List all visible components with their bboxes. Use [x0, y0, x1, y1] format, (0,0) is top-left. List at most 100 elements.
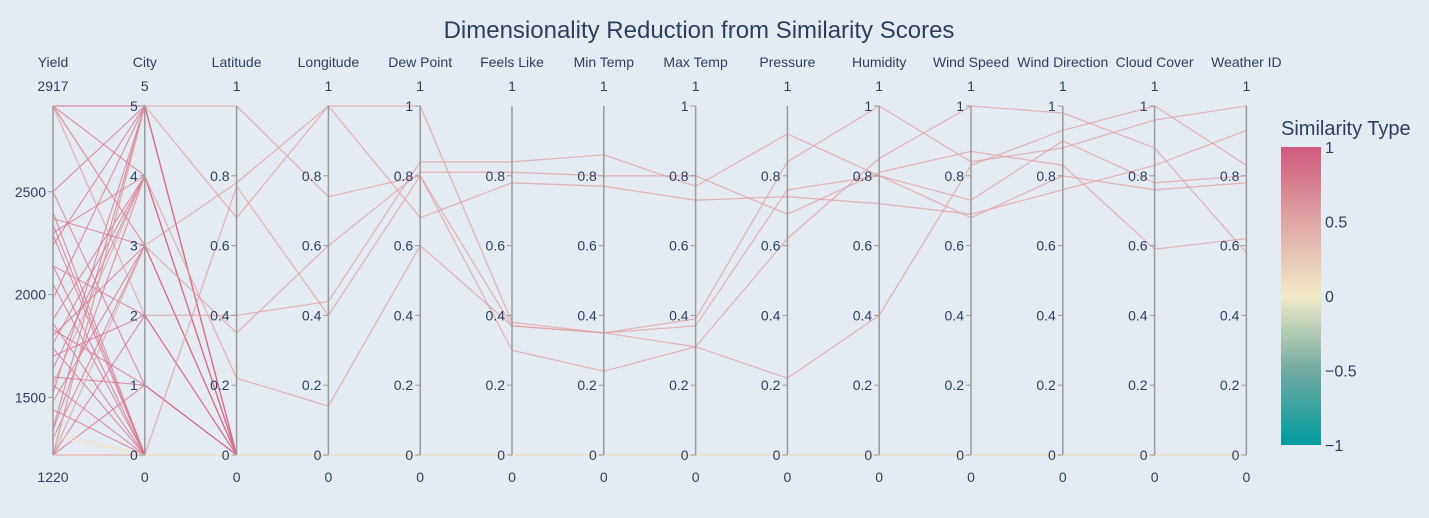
axis-tick-label: 1	[864, 98, 872, 114]
axis-tick-label: 0.2	[761, 377, 781, 393]
axis-tick-label: 0	[1048, 447, 1056, 463]
axis-max-temp: Max Temp 1 00 0.2 0.4 0.6 0.8 1	[663, 54, 728, 485]
axis-tick-label: 0.6	[577, 238, 597, 254]
axis-range-max: 1	[233, 78, 241, 94]
axis-tick-label: 0.4	[1036, 307, 1056, 323]
axis-label: Latitude	[212, 54, 262, 70]
axis-range-max: 1	[416, 78, 424, 94]
axis-tick-label: 0.8	[577, 168, 597, 184]
chart-title: Dimensionality Reduction from Similarity…	[444, 17, 955, 44]
axis-wind-direction: Wind Direction 1 00 0.2 0.4 0.6 0.8 1	[1017, 54, 1108, 485]
axis-tick-label: 0.6	[394, 238, 414, 254]
axis-tick-label: 0.4	[945, 307, 965, 323]
data-line-31	[52, 244, 1247, 456]
axis-range-max: 1	[1059, 78, 1067, 94]
axis-range-max: 1	[784, 78, 792, 94]
data-line-38	[52, 105, 1247, 334]
axis-label: Pressure	[759, 54, 815, 70]
axis-tick-label: 0	[405, 447, 413, 463]
axis-tick-label: 0.6	[1220, 238, 1240, 254]
axis-range-min: 0	[416, 469, 424, 485]
axis-pressure: Pressure 1 00 0.2 0.4 0.6 0.8	[759, 54, 815, 485]
axis-tick-label: 0.4	[302, 307, 322, 323]
data-line-13	[52, 265, 1247, 456]
data-line-3	[52, 105, 1247, 456]
data-line-26	[52, 104, 1247, 456]
axis-tick-label: 0.4	[577, 307, 597, 323]
axis-label: Feels Like	[480, 54, 544, 70]
axis-weather-id: Weather ID 1 00 0.2 0.4 0.6 0.8	[1211, 54, 1282, 485]
axis-tick-label: 0	[130, 447, 138, 463]
axis-cloud-cover: Cloud Cover 1 00 0.2 0.4 0.6 0.8 1	[1116, 54, 1194, 485]
axis-tick-label: 0.6	[486, 238, 506, 254]
axis-range-min: 1220	[37, 469, 68, 485]
axis-tick-label: 0.2	[1220, 377, 1240, 393]
axis-tick-label: 0.6	[761, 238, 781, 254]
axis-tick-label: 1	[405, 98, 413, 114]
colorbar-tick-label: 0.5	[1325, 215, 1347, 232]
axis-tick-label: 4	[130, 168, 138, 184]
axis-label: Max Temp	[663, 54, 728, 70]
axis-tick-label: 0	[497, 447, 505, 463]
axis-tick-label: 0.2	[669, 377, 689, 393]
axis-range-max: 1	[508, 78, 516, 94]
axis-range-min: 0	[1243, 469, 1251, 485]
axis-city: City 5 00 1 2 3 4 5	[130, 54, 157, 485]
data-line-42	[52, 105, 1247, 317]
axis-tick-label: 0.4	[486, 307, 506, 323]
data-line-17	[52, 323, 1247, 456]
axis-tick-label: 0.4	[853, 307, 873, 323]
axis-label: Cloud Cover	[1116, 54, 1194, 70]
axis-tick-label: 3	[130, 238, 138, 254]
axes: Yield29171220150020002500City50012345Lat…	[15, 54, 1282, 485]
colorbar: Similarity Type 1 0.5 0 −0.5 −1	[1281, 118, 1411, 455]
axis-tick-label: 0.4	[1220, 307, 1240, 323]
axis-min-temp: Min Temp 1 00 0.2 0.4 0.6 0.8	[574, 54, 635, 485]
axis-tick-label: 1500	[15, 389, 46, 405]
data-line-7	[52, 217, 1247, 456]
axis-longitude: Longitude 1 00 0.2 0.4 0.6 0.8	[298, 54, 360, 485]
axis-tick-label: 0.8	[486, 168, 506, 184]
axis-tick-label: 1	[130, 377, 138, 393]
data-lines	[52, 103, 1247, 456]
colorbar-tick-label: −1	[1325, 438, 1343, 455]
axis-tick-label: 0.2	[394, 377, 414, 393]
axis-range-max: 1	[967, 78, 975, 94]
axis-label: Humidity	[852, 54, 906, 70]
axis-range-max: 2917	[37, 78, 68, 94]
axis-tick-label: 0.2	[210, 377, 230, 393]
axis-tick-label: 0.4	[669, 307, 689, 323]
colorbar-tick-label: 0	[1325, 289, 1334, 306]
axis-label: Wind Direction	[1017, 54, 1108, 70]
data-line-41	[52, 150, 1247, 456]
axis-tick-label: 0.4	[1128, 307, 1148, 323]
axis-range-max: 5	[141, 78, 149, 94]
colorbar-gradient	[1281, 147, 1321, 445]
data-line-15	[52, 104, 1247, 456]
axis-tick-label: 0.8	[210, 168, 230, 184]
axis-range-max: 1	[1151, 78, 1159, 94]
axis-range-max: 1	[1243, 78, 1251, 94]
axis-tick-label: 0.8	[853, 168, 873, 184]
axis-range-min: 0	[325, 469, 333, 485]
axis-tick-label: 2500	[15, 184, 46, 200]
axis-tick-label: 0.6	[853, 238, 873, 254]
axis-tick-label: 0.6	[945, 238, 965, 254]
axis-tick-label: 0.6	[1128, 238, 1148, 254]
axis-feels-like: Feels Like 1 00 0.2 0.4 0.6 0.8	[480, 54, 544, 485]
axis-tick-label: 0.6	[1036, 238, 1056, 254]
data-line-10	[52, 234, 1247, 456]
axis-tick-label: 0.2	[486, 377, 506, 393]
data-line-40	[52, 140, 1247, 407]
axis-range-max: 1	[875, 78, 883, 94]
data-line-19	[52, 244, 1247, 456]
axis-range-min: 0	[600, 469, 608, 485]
data-line-2	[52, 105, 1247, 456]
axis-range-min: 0	[784, 469, 792, 485]
axis-range-max: 1	[325, 78, 333, 94]
axis-label: Yield	[38, 54, 69, 70]
axis-tick-label: 0.8	[669, 168, 689, 184]
axis-tick-label: 0.2	[1036, 377, 1056, 393]
axis-tick-label: 5	[130, 98, 138, 114]
data-line-39	[53, 105, 1247, 456]
